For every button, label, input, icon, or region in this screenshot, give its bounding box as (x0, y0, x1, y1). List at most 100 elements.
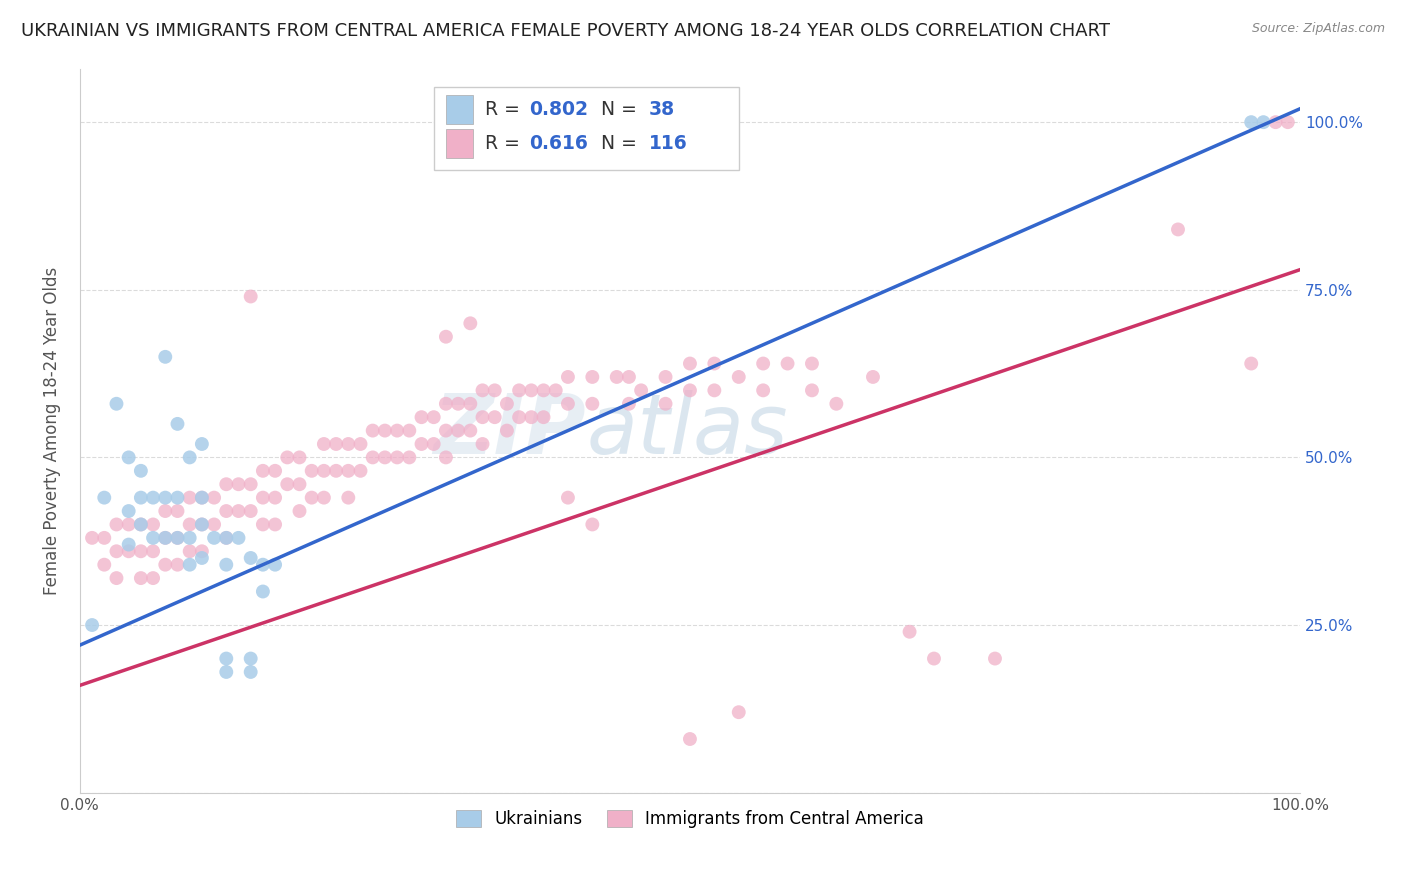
Point (581, 370, 603, 384)
Point (581, 397, 603, 411)
Point (776, 357, 799, 371)
Point (471, 410, 494, 425)
Point (617, 370, 640, 384)
Point (533, 384, 555, 398)
Point (654, 370, 676, 384)
Point (155, 504, 177, 518)
Legend: Ukrainians, Immigrants from Central America: Ukrainians, Immigrants from Central Amer… (449, 804, 931, 835)
Point (385, 424, 408, 438)
Point (312, 491, 335, 505)
Point (215, 504, 238, 518)
Point (434, 397, 457, 411)
Point (984, 651, 1007, 665)
Point (1253, 115, 1275, 129)
Point (215, 651, 238, 665)
Point (118, 504, 141, 518)
Point (544, 384, 567, 398)
Point (533, 410, 555, 425)
Point (191, 491, 214, 505)
Point (703, 357, 725, 371)
Text: ZIP: ZIP (433, 390, 586, 471)
Point (301, 464, 323, 478)
Point (239, 289, 262, 303)
Point (411, 410, 433, 425)
Point (252, 584, 274, 599)
Point (80, 618, 103, 632)
Point (155, 531, 177, 545)
Point (1240, 115, 1263, 129)
Point (727, 370, 749, 384)
Point (179, 450, 201, 465)
Point (118, 450, 141, 465)
Point (215, 477, 238, 491)
Point (118, 544, 141, 558)
Point (471, 437, 494, 451)
Point (434, 424, 457, 438)
Point (93, 558, 115, 572)
Point (93, 531, 115, 545)
Point (385, 450, 408, 465)
FancyBboxPatch shape (433, 87, 738, 169)
Point (215, 665, 238, 679)
FancyBboxPatch shape (446, 95, 472, 124)
Point (179, 544, 201, 558)
Point (703, 384, 725, 398)
Text: R =: R = (485, 100, 526, 120)
Point (129, 544, 152, 558)
Text: R =: R = (485, 134, 526, 153)
Point (471, 384, 494, 398)
Point (179, 491, 201, 505)
Point (215, 531, 238, 545)
Point (398, 424, 420, 438)
Point (361, 424, 384, 438)
Point (557, 370, 579, 384)
Point (129, 464, 152, 478)
Point (557, 491, 579, 505)
Point (142, 544, 165, 558)
Text: 0.616: 0.616 (529, 134, 588, 153)
Text: 38: 38 (648, 100, 675, 120)
Point (239, 477, 262, 491)
Point (129, 571, 152, 585)
Point (508, 410, 530, 425)
Point (484, 410, 506, 425)
Point (142, 517, 165, 532)
Point (460, 424, 482, 438)
Point (411, 437, 433, 451)
Point (179, 517, 201, 532)
Point (191, 491, 214, 505)
Point (606, 370, 628, 384)
Point (276, 450, 298, 465)
Point (447, 397, 470, 411)
Point (398, 450, 420, 465)
Point (679, 384, 702, 398)
Point (288, 450, 311, 465)
Point (752, 384, 775, 398)
Point (166, 417, 188, 431)
Point (105, 571, 128, 585)
Point (752, 357, 775, 371)
Point (202, 491, 225, 505)
Point (1240, 357, 1263, 371)
Point (118, 538, 141, 552)
Point (155, 350, 177, 364)
Point (520, 384, 543, 398)
Point (215, 558, 238, 572)
Point (191, 517, 214, 532)
Point (142, 531, 165, 545)
Point (288, 504, 311, 518)
Point (301, 491, 323, 505)
Point (1277, 115, 1299, 129)
Point (460, 397, 482, 411)
Point (228, 504, 250, 518)
Point (1167, 222, 1189, 236)
Point (422, 437, 444, 451)
Point (155, 531, 177, 545)
Point (654, 397, 676, 411)
Point (337, 437, 360, 451)
Point (166, 491, 188, 505)
Point (202, 517, 225, 532)
Point (312, 464, 335, 478)
Point (142, 571, 165, 585)
Point (252, 558, 274, 572)
